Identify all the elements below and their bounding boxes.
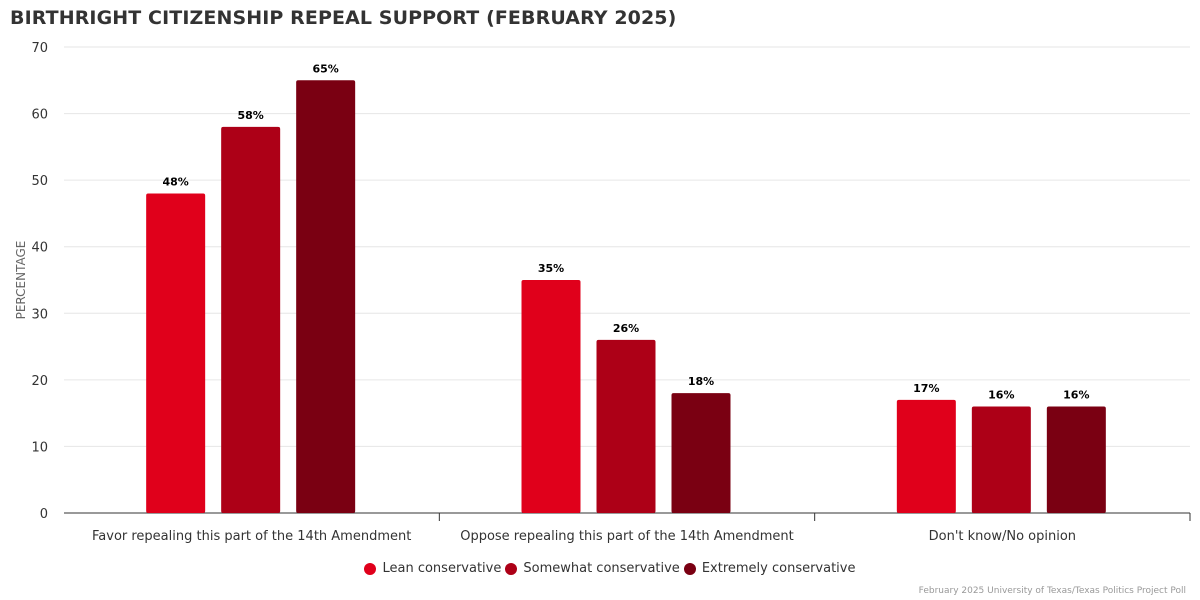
y-tick-label: 0 [40,507,48,522]
legend-item: Extremely conservative [683,561,856,576]
legend-swatch-icon [683,562,696,575]
legend-item: Somewhat conservative [505,561,680,576]
bar [671,393,731,513]
y-tick-label: 10 [31,440,48,455]
legend-label: Lean conservative [382,561,502,576]
bar [296,80,356,514]
bar [896,399,956,513]
legend-label: Somewhat conservative [523,561,680,576]
x-category-label: Favor repealing this part of the 14th Am… [92,529,411,544]
y-axis-label: PERCENTAGE [14,241,28,320]
bar-value-label: 18% [688,375,714,388]
data-labels: 48% 58% 65% 35% 26% 18% 17% 16% 16% [162,62,1089,401]
bar [596,339,656,513]
bar [1046,406,1106,513]
y-tick-label: 30 [31,307,48,322]
legend-swatch-icon [505,562,518,575]
bar-value-label: 35% [538,262,564,275]
y-tick-label: 20 [31,374,48,389]
legend-item: Lean conservative [364,561,501,576]
source-credit: February 2025 University of Texas/Texas … [918,586,1186,596]
bar-value-label: 17% [913,382,939,395]
legend-label: Extremely conservative [701,561,856,576]
bar-value-label: 16% [1063,388,1089,401]
bar [971,406,1031,513]
bar-value-label: 26% [613,322,639,335]
bar-value-label: 65% [312,62,338,75]
x-category-label: Oppose repealing this part of the 14th A… [460,529,794,544]
chart-title: BIRTHRIGHT CITIZENSHIP REPEAL SUPPORT (F… [10,7,677,29]
bar [221,126,281,513]
y-tick-label: 50 [31,174,48,189]
bar [521,280,581,513]
y-tick-label: 70 [31,41,48,56]
y-tick-label: 60 [31,108,48,123]
chart-legend: Lean conservative Somewhat conservative Ex… [0,561,1200,576]
x-category-label: Don't know/No opinion [929,529,1076,544]
bars [146,80,1106,514]
bar-value-label: 48% [162,175,188,188]
bar-value-label: 16% [988,388,1014,401]
legend-swatch-icon [364,562,377,575]
y-tick-label: 40 [31,241,48,256]
bar-value-label: 58% [237,109,263,122]
bar [146,193,206,513]
